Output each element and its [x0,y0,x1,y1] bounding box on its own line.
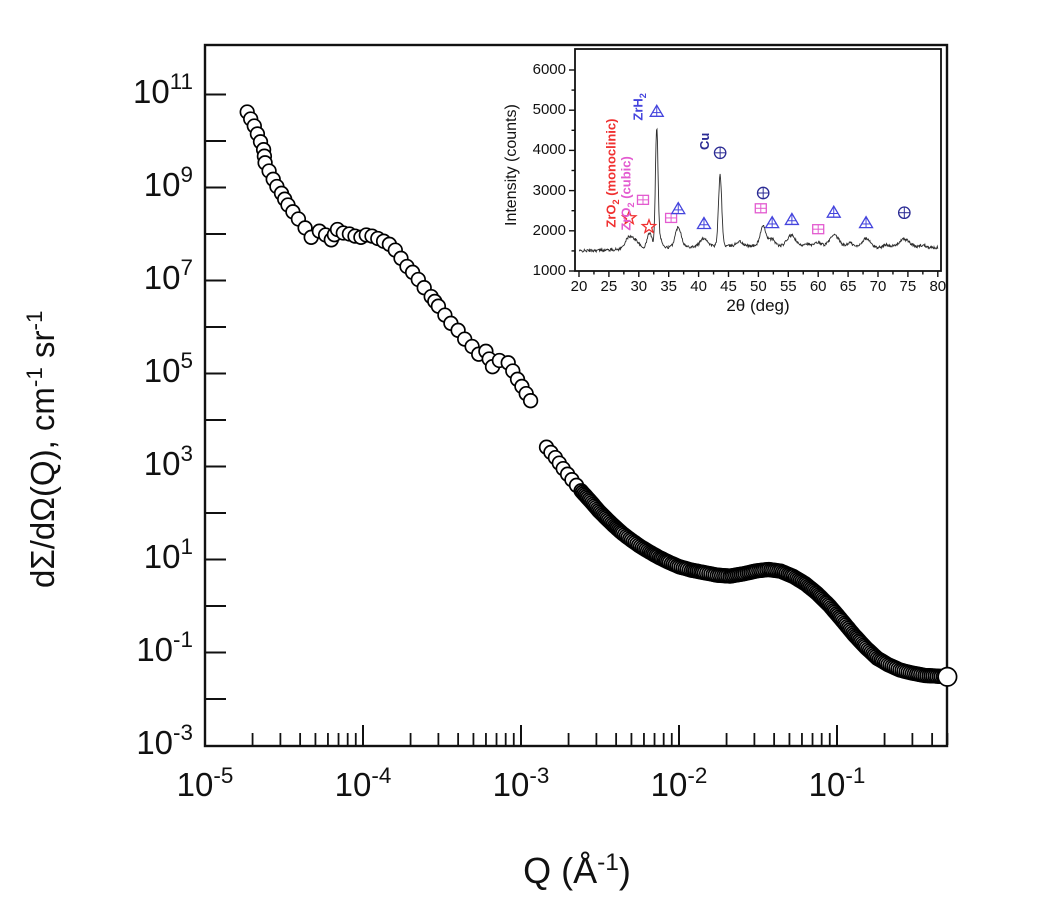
inset-x-tick-label: 20 [570,278,588,295]
x-tick-exponent: -4 [371,762,392,788]
inset-x-tick-label: 60 [809,278,827,295]
phase-annotation-subscript: 2 [637,93,648,99]
phase-annotation-text: (monoclinic) [603,118,619,200]
x-axis-title-post: ) [618,850,631,891]
inset-x-tick-label: 45 [720,278,737,295]
y-tick-exponent: -1 [173,627,193,653]
y-tick-base: 10 [132,72,170,110]
x-tick-exponent: -1 [845,762,866,788]
data-point [522,393,539,409]
inset-plot-frame [574,48,942,272]
phase-annotation-text: ZrO [603,204,619,228]
y-tick-label: 107 [73,257,193,296]
inset-x-tick-label: 25 [600,278,618,295]
phase-annotation-text: (cubic) [618,156,634,203]
y-tick-base: 10 [143,351,181,389]
inset-x-tick-label: 55 [779,278,797,295]
data-point-final [937,666,958,687]
inset-x-tick-label: 50 [750,278,767,295]
y-tick-exponent: 7 [180,255,193,281]
y-tick-exponent: 11 [169,69,193,95]
x-tick-label: 10-3 [451,762,591,803]
y-tick-exponent: 1 [180,534,193,560]
y-tick-label: 101 [73,536,193,575]
phase-annotation: ZrO2 (cubic) [619,156,640,230]
x-tick-base: 10 [492,766,530,803]
x-tick-exponent: -2 [687,762,708,788]
xrd-trace [578,127,939,254]
inset-x-tick-label: 40 [690,278,707,295]
y-tick-label: 103 [73,443,193,482]
inset-x-tick-label: 35 [660,278,678,295]
x-tick-exponent: -5 [213,762,234,788]
inset-x-axis-title: 2θ (deg) [726,296,790,315]
phase-annotation-text: ZrO [618,207,634,231]
x-tick-exponent: -3 [529,762,550,788]
x-axis-title-sup: -1 [597,849,619,876]
inset-x-tick-label: 65 [839,278,857,295]
y-tick-base: 10 [143,537,181,575]
y-axis-title-text: dΣ/dΩ(Q), cm [24,387,61,588]
inset-y-tick-label: 2000 [532,221,566,239]
inset-x-tick-label: 75 [899,278,917,295]
inset-x-tick-label: 30 [630,278,648,295]
phase-annotation-text: ZrH [629,98,645,121]
phase-annotation-text: Cu [697,132,713,151]
y-tick-base: 10 [136,723,174,761]
y-axis-title: dΣ/dΩ(Q), cm-1 sr-1 [22,311,62,589]
x-axis-title-text: Q (Å [523,850,598,891]
y-axis-title-sup2: -1 [22,310,47,331]
inset-y-axis-title: Intensity (counts) [503,104,520,226]
inset-x-tick-label: 70 [869,278,887,295]
x-tick-base: 10 [808,766,846,803]
y-tick-exponent: -3 [173,720,193,746]
y-tick-exponent: 3 [180,441,193,467]
phase-annotation-subscript: 2 [626,202,637,208]
x-tick-base: 10 [650,766,688,803]
y-tick-exponent: 5 [180,348,193,374]
y-tick-base: 10 [143,444,181,482]
y-tick-exponent: 9 [180,162,193,188]
y-tick-label: 109 [73,164,193,203]
y-tick-label: 10-1 [73,629,193,668]
y-tick-base: 10 [143,258,181,296]
inset-y-tick-label: 5000 [532,101,566,119]
x-tick-label: 10-4 [293,762,433,803]
x-axis-title: Q (Å-1) [377,849,777,892]
y-tick-label: 105 [73,350,193,389]
x-tick-label: 10-5 [135,762,275,803]
x-tick-label: 10-1 [767,762,907,803]
inset-y-tick-label: 6000 [532,61,566,78]
phase-annotation: ZrH2 [630,93,651,120]
y-tick-label: 10-3 [73,722,193,761]
main-plot-frame [203,43,949,748]
y-axis-title-sup1: -1 [22,367,47,388]
phase-marker-star [640,217,658,234]
inset-y-tick-label: 1000 [532,262,566,279]
y-tick-label: 1011 [73,71,193,110]
y-axis-title-mid: sr [24,330,61,368]
inset-y-tick-label: 4000 [532,141,566,159]
y-tick-base: 10 [143,165,181,203]
x-tick-label: 10-2 [609,762,749,803]
inset-x-tick-label: 80 [929,278,947,295]
y-tick-base: 10 [136,630,174,668]
phase-annotation: Cu [697,133,712,150]
x-tick-base: 10 [176,766,214,803]
x-tick-base: 10 [334,766,372,803]
phase-marker-star [620,208,638,226]
inset-y-tick-label: 3000 [532,181,566,199]
